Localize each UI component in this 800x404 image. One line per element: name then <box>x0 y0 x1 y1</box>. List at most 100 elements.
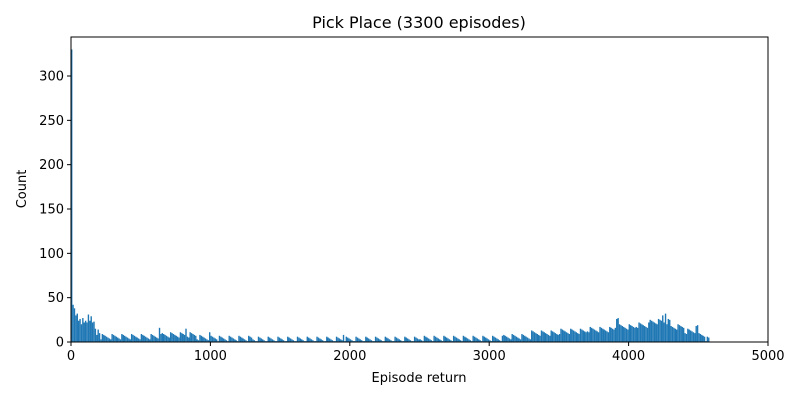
histogram-bar <box>643 326 646 342</box>
histogram-bar <box>678 325 681 342</box>
histogram-bar <box>309 338 311 342</box>
histogram-bar <box>281 339 283 342</box>
histogram-bar <box>571 329 573 342</box>
histogram-bar <box>473 336 476 342</box>
histogram-bar <box>493 336 495 342</box>
histogram-bar <box>681 326 683 342</box>
histogram-bar <box>156 337 158 342</box>
histogram-bar <box>684 333 686 342</box>
histogram-bar <box>489 340 491 342</box>
histogram-bar <box>179 332 182 342</box>
histogram-bar <box>167 336 169 342</box>
histogram-bar <box>429 339 431 342</box>
histogram-bar <box>519 339 522 342</box>
histogram-bar <box>234 339 236 342</box>
histogram-bar <box>203 337 205 342</box>
histogram-bar <box>320 339 322 342</box>
histogram-bar <box>504 335 506 342</box>
histogram-bar <box>592 328 594 342</box>
histogram-bar <box>642 325 644 342</box>
histogram-bar <box>398 339 400 342</box>
histogram-bar <box>231 337 233 342</box>
histogram-bar <box>125 336 127 342</box>
histogram-bar <box>524 335 526 342</box>
histogram-bar <box>132 334 134 342</box>
histogram-bar <box>140 334 143 342</box>
histogram-bar <box>367 338 370 342</box>
histogram-bar <box>671 326 674 342</box>
histogram-bar <box>164 334 166 342</box>
histogram-bar <box>123 335 126 342</box>
histogram-bar <box>445 337 448 342</box>
histogram-bar <box>175 335 177 342</box>
histogram-bar <box>245 340 247 342</box>
histogram-bar <box>440 340 442 342</box>
histogram-bar <box>696 325 699 342</box>
histogram-bar <box>632 326 635 342</box>
histogram-bar <box>536 334 538 342</box>
histogram-bar <box>610 327 612 342</box>
histogram-bar <box>253 340 256 342</box>
histogram-bar <box>277 336 279 342</box>
histogram-bar <box>174 334 176 342</box>
y-tick-label: 100 <box>39 247 64 262</box>
histogram-bar <box>199 334 201 342</box>
histogram-bar <box>614 327 617 342</box>
histogram-bar <box>358 338 360 342</box>
histogram-bar <box>659 319 661 342</box>
histogram-bar <box>613 329 615 342</box>
histogram-bar <box>340 339 342 342</box>
histogram-bar <box>483 336 486 342</box>
histogram-bar <box>380 340 382 342</box>
histogram-bar <box>439 339 441 342</box>
histogram-bar <box>579 328 582 342</box>
histogram-bar <box>669 319 671 342</box>
histogram-bar <box>307 337 310 342</box>
histogram-bar <box>100 339 102 342</box>
histogram-bar <box>558 334 561 342</box>
histogram-bar <box>604 330 607 342</box>
histogram-bar <box>582 330 584 342</box>
histogram-bar <box>130 334 133 342</box>
histogram-bar <box>631 326 633 342</box>
histogram-bar <box>241 337 243 342</box>
histogram-bar <box>532 331 534 342</box>
histogram-bar <box>252 339 254 342</box>
histogram-bar <box>621 326 624 342</box>
histogram-bar <box>171 333 173 342</box>
histogram-bar <box>330 339 332 342</box>
histogram-bar <box>578 334 580 342</box>
histogram-bar <box>349 339 352 342</box>
histogram-bar <box>485 337 487 342</box>
histogram-bar <box>319 338 321 342</box>
histogram-bar <box>443 335 445 342</box>
histogram-bar <box>664 313 667 342</box>
histogram-bar <box>379 339 381 342</box>
histogram-bar <box>228 335 230 342</box>
histogram-bar <box>590 327 593 342</box>
histogram-bar <box>71 49 73 343</box>
histogram-bar <box>595 330 597 342</box>
histogram-bar <box>282 340 285 342</box>
histogram-bar <box>405 337 407 342</box>
histogram-bar <box>539 335 541 342</box>
histogram-bar <box>682 327 685 342</box>
histogram-bar <box>356 337 359 342</box>
histogram-bar <box>387 338 389 342</box>
y-axis-label: Count <box>15 170 30 209</box>
histogram-bar <box>121 334 123 342</box>
histogram-bar <box>464 336 466 342</box>
histogram-bar <box>437 338 440 342</box>
histogram-bar <box>575 332 578 342</box>
histogram-bar <box>136 337 138 342</box>
histogram-bar <box>351 340 353 342</box>
histogram-bar <box>79 318 81 342</box>
histogram-bar <box>606 331 608 342</box>
histogram-bar <box>554 333 557 342</box>
histogram-bar <box>568 334 571 342</box>
histogram-bar <box>188 337 190 342</box>
histogram-bar <box>645 326 647 342</box>
histogram-bar <box>117 337 119 342</box>
histogram-bar <box>181 333 183 342</box>
histogram-bar <box>306 336 308 342</box>
